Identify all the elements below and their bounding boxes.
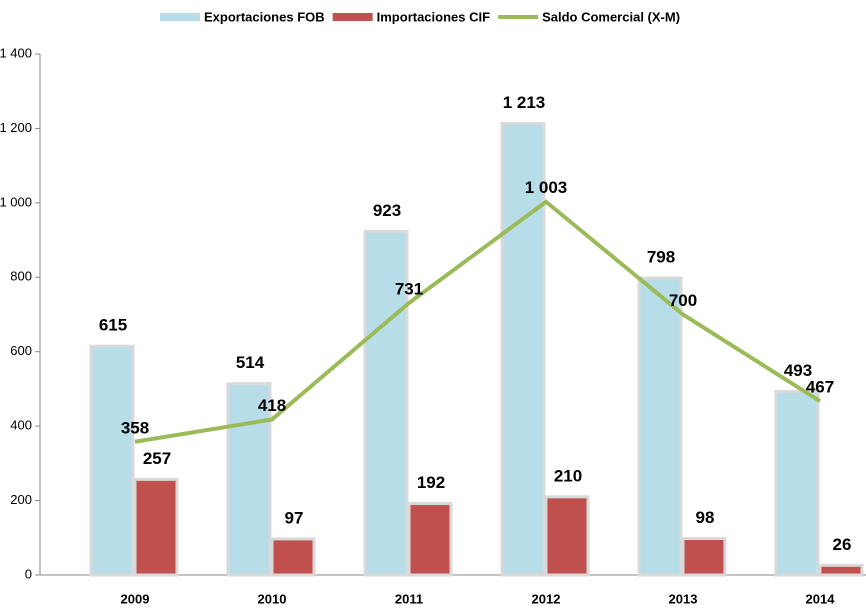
legend-label: Importaciones CIF	[377, 9, 490, 24]
data-label: 493	[784, 361, 812, 380]
y-tick-label: 400	[10, 418, 32, 433]
legend-swatch	[332, 13, 373, 21]
x-tick-label: 2012	[532, 591, 561, 606]
bar	[407, 502, 453, 577]
bar	[89, 344, 135, 577]
line	[134, 199, 822, 444]
legend-label: Saldo Comercial (X-M)	[542, 9, 680, 24]
y-tick-label: 800	[10, 269, 32, 284]
data-label: 192	[417, 473, 445, 492]
data-label: 358	[121, 418, 149, 437]
data-label: 700	[669, 291, 697, 310]
bar	[270, 537, 316, 577]
y-tick-label: 1 000	[0, 194, 32, 209]
legend-swatch	[160, 13, 200, 21]
x-tick-label: 2014	[806, 591, 836, 606]
data-label: 514	[236, 353, 265, 372]
data-label: 210	[554, 466, 582, 485]
bar	[637, 276, 683, 577]
bar	[500, 122, 546, 577]
data-label: 418	[258, 396, 286, 415]
y-tick-label: 200	[10, 492, 32, 507]
data-label: 798	[647, 248, 675, 267]
y-tick-label: 1 400	[0, 45, 32, 60]
x-tick-label: 2011	[395, 591, 423, 606]
data-label: 467	[806, 378, 834, 397]
y-tick-label: 1 200	[0, 120, 32, 135]
x-tick-label: 2013	[669, 591, 698, 606]
bar	[226, 382, 272, 577]
bar	[363, 230, 409, 577]
bar	[133, 477, 179, 577]
bar	[544, 495, 590, 577]
data-label: 257	[143, 449, 171, 468]
data-label: 1 003	[525, 178, 568, 197]
y-tick-label: 0	[25, 566, 32, 581]
data-label: 98	[696, 508, 715, 527]
data-label: 97	[285, 508, 304, 527]
bar	[681, 537, 727, 577]
data-label: 1 213	[503, 93, 546, 112]
data-label: 731	[395, 279, 423, 298]
y-tick-label: 600	[10, 343, 32, 358]
legend-label: Exportaciones FOB	[204, 9, 325, 24]
x-tick-label: 2009	[121, 591, 150, 606]
data-label: 615	[99, 316, 127, 335]
bar	[818, 563, 864, 577]
data-label: 923	[373, 201, 401, 220]
bar	[774, 390, 820, 577]
x-tick-label: 2010	[258, 591, 287, 606]
data-label: 26	[833, 535, 852, 554]
